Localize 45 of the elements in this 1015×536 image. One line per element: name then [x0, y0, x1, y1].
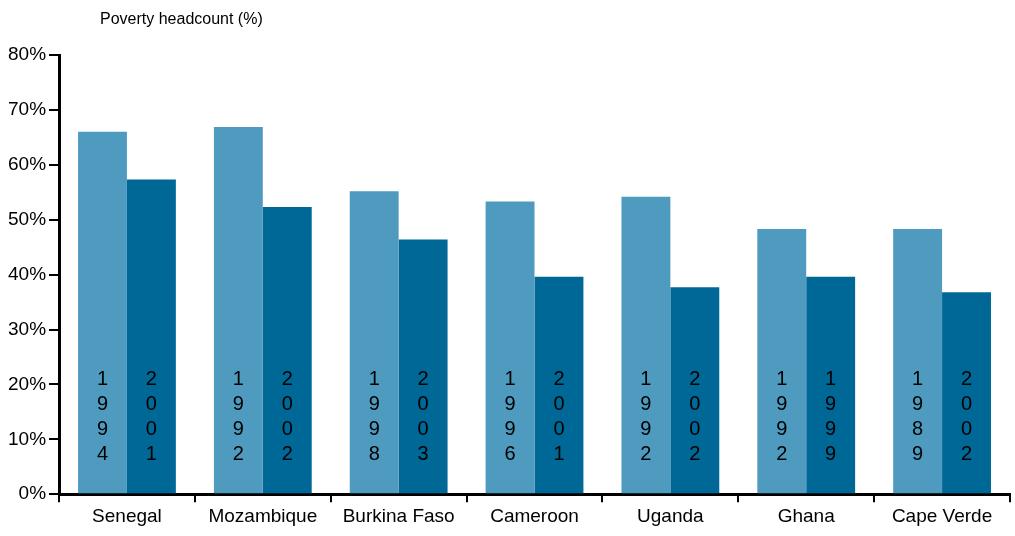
annotation: 2001	[145, 366, 157, 464]
y-tick-label: 70%	[8, 98, 47, 120]
x-tick-label: Cape Verde	[891, 504, 993, 526]
bar	[534, 276, 584, 494]
x-tick-label: Mozambique	[208, 504, 318, 526]
annotation: 1999	[825, 366, 837, 464]
annotation: 2001	[553, 366, 565, 464]
y-tick-label: 30%	[8, 317, 47, 339]
x-tick-label: Cameroon	[490, 504, 579, 526]
annotation: 1992	[232, 366, 244, 464]
x-tick-label: Senegal	[92, 504, 162, 526]
bar	[670, 287, 720, 494]
bar	[213, 126, 263, 494]
annotation: 2002	[689, 366, 701, 464]
bar	[806, 276, 856, 494]
annotation: 1996	[504, 366, 516, 464]
annotation: 2002	[281, 366, 293, 464]
y-tick-label: 80%	[8, 43, 47, 65]
x-tick-label: Ghana	[777, 504, 836, 526]
annotation: 1994	[96, 366, 109, 464]
y-tick-label: 20%	[8, 372, 47, 394]
bar	[757, 229, 807, 494]
y-tick-label: 10%	[8, 427, 47, 449]
bar	[126, 179, 176, 494]
bar	[349, 191, 399, 494]
annotation: 1998	[368, 366, 380, 464]
y-axis-title: Poverty headcount (%)	[100, 10, 263, 28]
bar	[942, 292, 991, 494]
annotation: 2003	[417, 366, 429, 464]
bar	[398, 239, 448, 494]
y-tick-label: 40%	[8, 262, 47, 284]
annotation: 1992	[776, 366, 788, 464]
x-tick-label: Burkina Faso	[342, 504, 455, 526]
bar	[262, 207, 312, 494]
bar	[621, 196, 671, 494]
y-tick-label: 0%	[18, 482, 47, 504]
y-tick-label: 50%	[8, 207, 47, 229]
annotation: 1989	[912, 366, 924, 464]
bar	[485, 201, 535, 494]
annotation: 2002	[960, 366, 973, 464]
bar	[893, 229, 943, 494]
y-tick-label: 60%	[8, 153, 47, 175]
x-tick-label: Uganda	[637, 504, 705, 526]
annotation: 1992	[640, 366, 652, 464]
bar	[78, 131, 127, 494]
